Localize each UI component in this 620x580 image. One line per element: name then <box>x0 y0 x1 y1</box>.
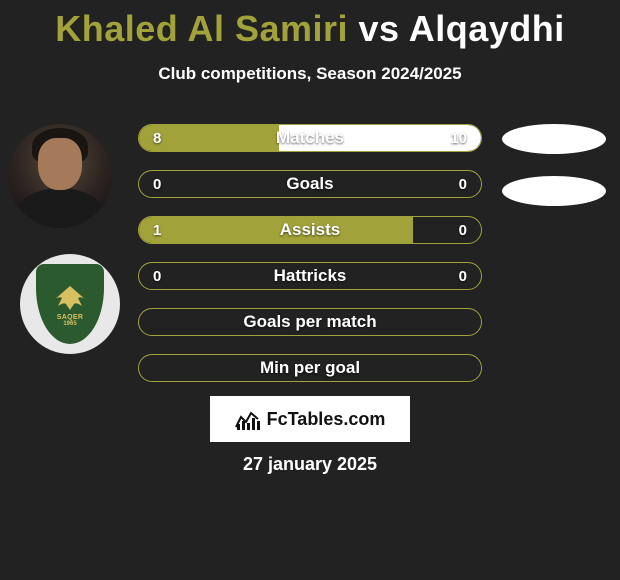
bar-value-right: 10 <box>450 130 467 147</box>
bar-label: Hattricks <box>274 266 347 286</box>
bar-value-right: 0 <box>459 268 467 285</box>
title-player1: Khaled Al Samiri <box>55 8 348 49</box>
club-shield: SAQER 1965 <box>36 264 104 344</box>
bar-value-left: 0 <box>153 268 161 285</box>
bar-value-left: 8 <box>153 130 161 147</box>
bar-value-left: 0 <box>153 176 161 193</box>
bar-value-right: 0 <box>459 222 467 239</box>
avatar-head-shape <box>38 138 82 190</box>
branding-text: FcTables.com <box>267 409 386 430</box>
player2-avatar-placeholder <box>502 124 606 154</box>
club-badge: SAQER 1965 <box>20 254 120 354</box>
bar-value-right: 0 <box>459 176 467 193</box>
club-name: SAQER <box>57 314 83 321</box>
date-text: 27 january 2025 <box>0 454 620 475</box>
title-vs: vs <box>359 8 400 49</box>
subtitle: Club competitions, Season 2024/2025 <box>0 64 620 84</box>
bar-label: Assists <box>280 220 340 240</box>
bar-label: Goals per match <box>243 312 376 332</box>
bar-label: Matches <box>276 128 344 148</box>
comparison-title: Khaled Al Samiri vs Alqaydhi <box>0 0 620 50</box>
player1-avatar <box>8 124 112 228</box>
title-player2: Alqaydhi <box>409 8 565 49</box>
stat-bar: Min per goal <box>138 354 482 382</box>
bar-label: Min per goal <box>260 358 360 378</box>
player2-placeholders <box>502 124 606 228</box>
chart-icon <box>235 407 261 431</box>
club-year: 1965 <box>63 321 76 327</box>
bar-value-left: 1 <box>153 222 161 239</box>
bar-label: Goals <box>286 174 333 194</box>
avatar-body-shape <box>14 188 106 228</box>
left-portraits: SAQER 1965 <box>8 124 120 354</box>
stat-bar: 0 Hattricks 0 <box>138 262 482 290</box>
eagle-icon <box>48 282 92 312</box>
branding-badge: FcTables.com <box>210 396 410 442</box>
player2-club-placeholder <box>502 176 606 206</box>
stat-bars: 8 Matches 10 0 Goals 0 1 Assists 0 0 Hattricks 0 Goa… <box>138 124 482 400</box>
stat-bar: 8 Matches 10 <box>138 124 482 152</box>
stat-bar: 0 Goals 0 <box>138 170 482 198</box>
bar-fill-left <box>139 217 413 243</box>
stat-bar: 1 Assists 0 <box>138 216 482 244</box>
stat-bar: Goals per match <box>138 308 482 336</box>
